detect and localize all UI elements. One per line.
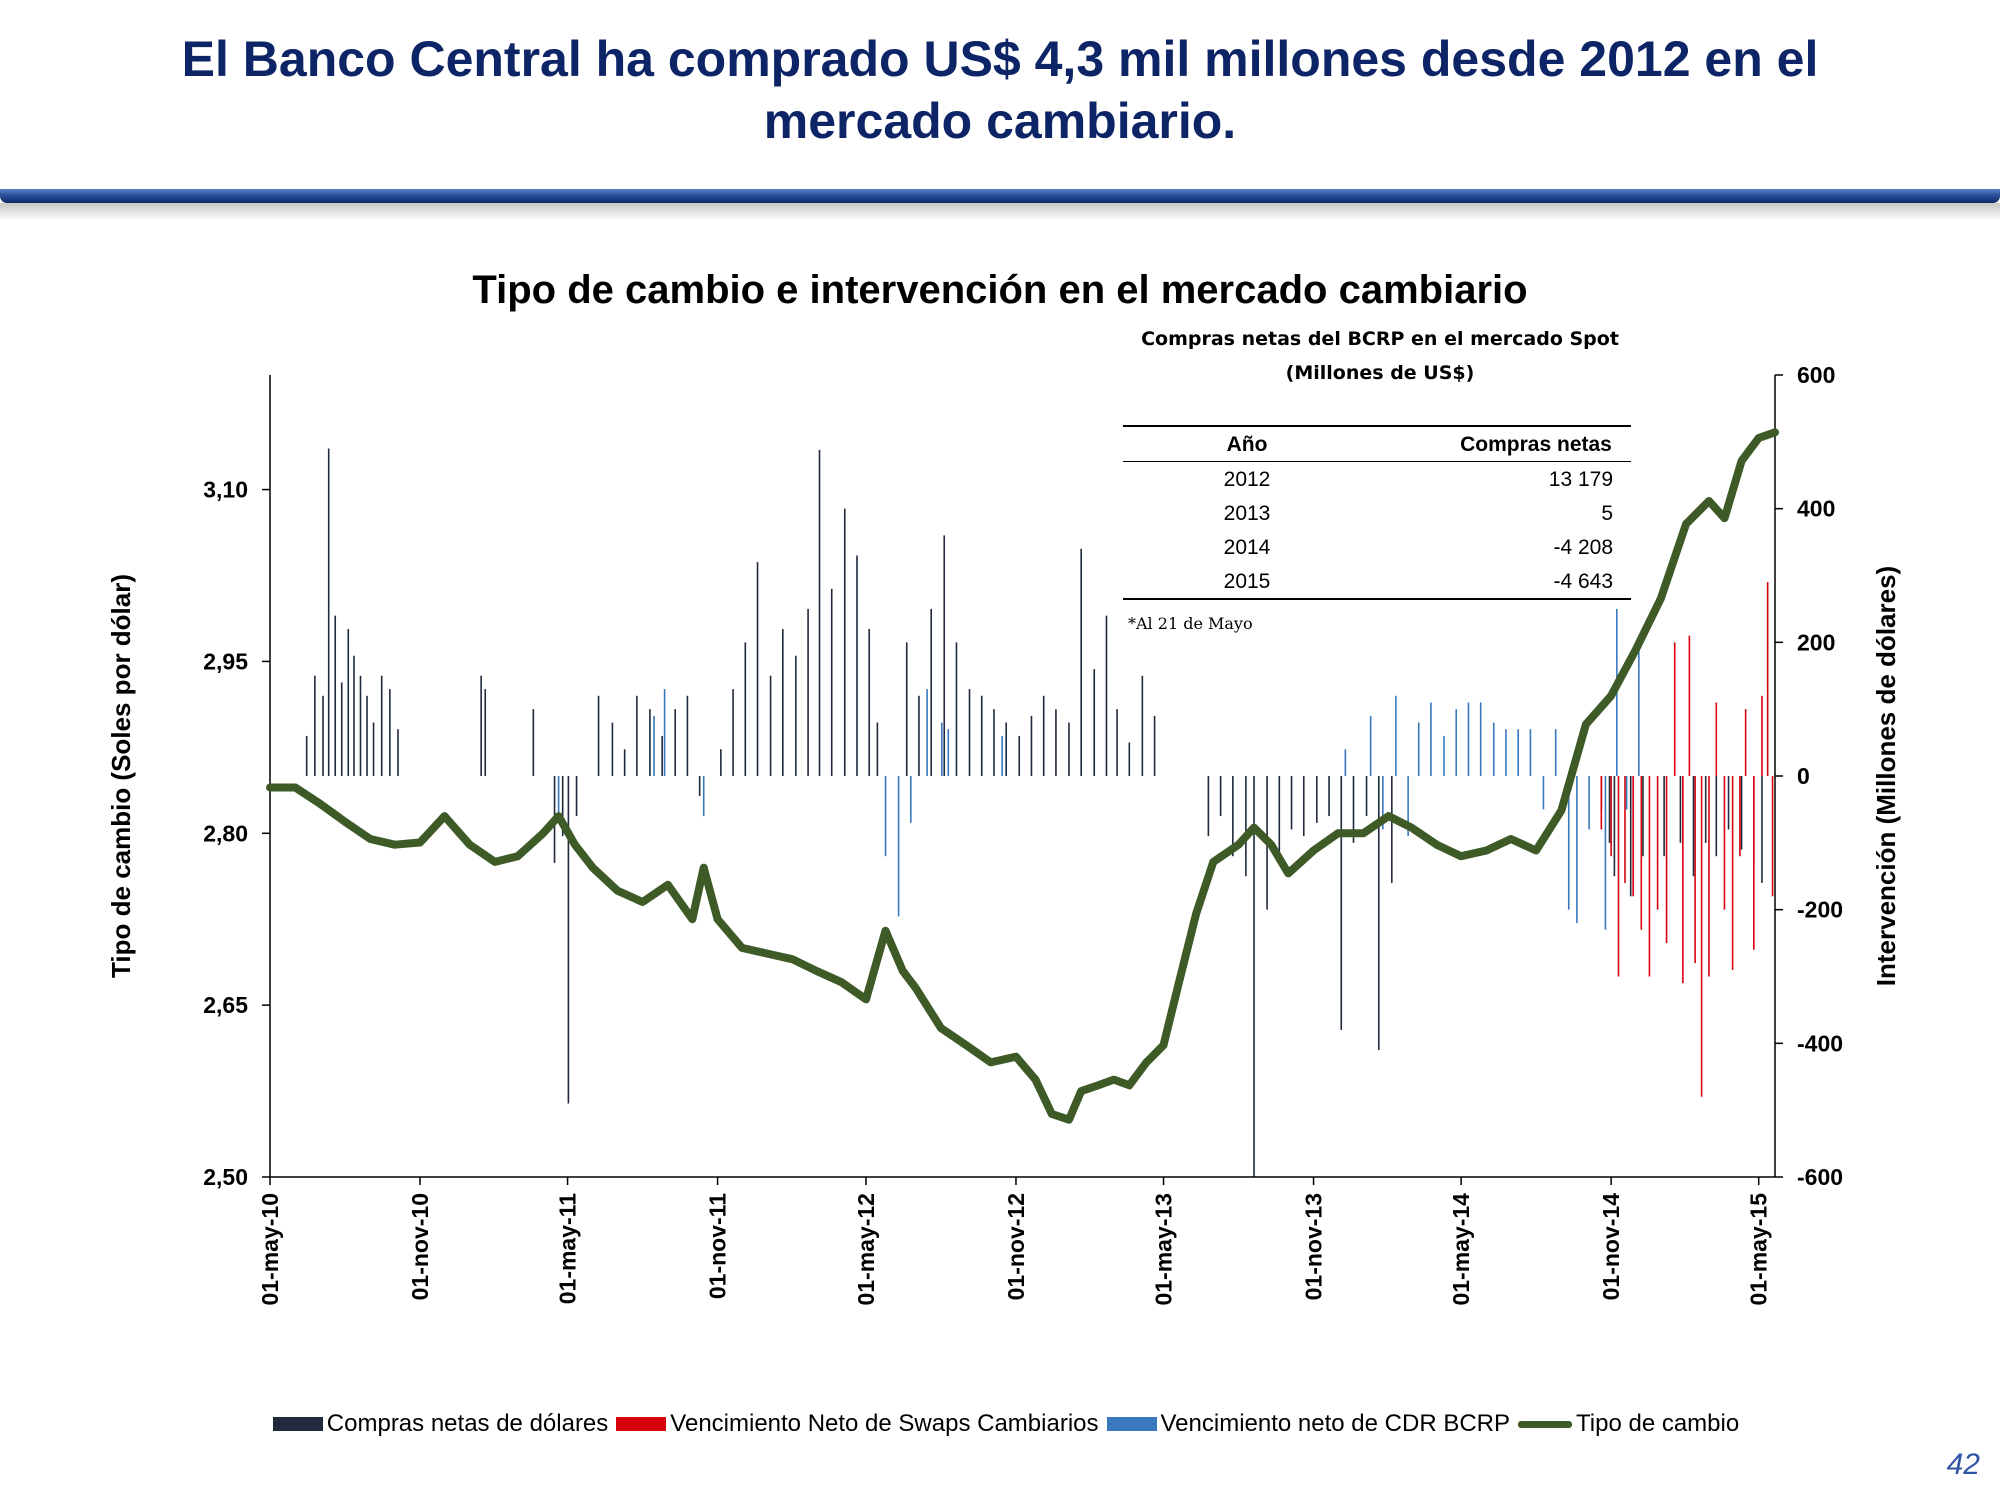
legend-swatch-swaps [616, 1417, 667, 1431]
inset-cell-year: 2013 [1223, 502, 1271, 525]
page-number: 42 [1946, 1448, 1980, 1481]
right-tick-label: 400 [1797, 496, 1835, 522]
left-axis-title: Tipo de cambio (Soles por dólar) [106, 574, 136, 978]
exchange-rate-line [266, 428, 1779, 1124]
inset-title-line1: Compras netas del BCRP en el mercado Spo… [1141, 328, 1619, 350]
table-row: 2015 -4 643 [1123, 564, 1631, 599]
right-tick-label: 600 [1797, 362, 1835, 388]
slide-title-line2: mercado cambiario. [763, 93, 1237, 149]
legend-item-swaps: Vencimiento Neto de Swaps Cambiarios [616, 1410, 1099, 1438]
legend-swatch-compras [272, 1417, 323, 1431]
inset-cell-year: 2012 [1223, 468, 1271, 491]
x-tick-label: 01-nov-12 [1003, 1193, 1029, 1300]
legend-swatch-cdr [1106, 1417, 1157, 1431]
left-tick-label: 2,80 [203, 820, 248, 846]
legend-label-cdr: Vencimiento neto de CDR BCRP [1160, 1410, 1511, 1437]
x-tick-label: 01-nov-10 [407, 1193, 433, 1300]
title-rule-shadow [0, 203, 2000, 221]
inset-cell-value: -4 208 [1553, 536, 1613, 559]
inset-cell-year: 2015 [1223, 570, 1271, 593]
right-tick-label: 0 [1797, 763, 1810, 789]
x-tick-label: 01-nov-11 [705, 1193, 731, 1299]
x-tick-label: 01-nov-13 [1301, 1193, 1327, 1300]
x-tick-label: 01-may-12 [853, 1193, 879, 1306]
right-axis-title: Intervención (Millones de dólares) [1871, 566, 1901, 986]
left-tick-label: 2,50 [203, 1164, 248, 1190]
x-tick-label: 01-may-15 [1746, 1193, 1772, 1306]
right-tick-label: -400 [1797, 1030, 1843, 1056]
x-tick-label: 01-may-13 [1151, 1193, 1177, 1306]
x-tick-label: 01-may-11 [555, 1193, 581, 1304]
chart-title: Tipo de cambio e intervención en el merc… [472, 268, 1528, 312]
intervention-bars [305, 448, 1774, 1177]
legend-item-tipo-cambio: Tipo de cambio [1518, 1410, 1739, 1438]
inset-cell-year: 2014 [1223, 536, 1271, 559]
chart-axes [262, 374, 1783, 1185]
x-tick-label: 01-may-10 [257, 1193, 283, 1306]
title-rule [0, 189, 2000, 203]
right-tick-label: -600 [1797, 1164, 1843, 1190]
inset-title-line2: (Millones de US$) [1285, 362, 1475, 384]
inset-note: *Al 21 de Mayo [1128, 614, 1253, 633]
legend-label-compras: Compras netas de dólares [326, 1410, 609, 1437]
inset-header-value: Compras netas [1437, 426, 1631, 462]
left-tick-label: 2,65 [203, 992, 248, 1018]
inset-cell-value: 5 [1601, 502, 1613, 525]
legend-item-cdr: Vencimiento neto de CDR BCRP [1106, 1410, 1511, 1438]
x-tick-label: 01-nov-14 [1598, 1193, 1624, 1301]
right-tick-label: 200 [1797, 629, 1835, 655]
left-tick-label: 3,10 [203, 477, 248, 503]
inset-header-year: Año [1123, 426, 1437, 462]
x-tick-label: 01-may-14 [1448, 1193, 1474, 1306]
slide-title: El Banco Central ha comprado US$ 4,3 mil… [40, 28, 1960, 152]
legend-swatch-tipo-cambio [1518, 1420, 1572, 1428]
inset-cell-value: -4 643 [1553, 570, 1613, 593]
tipo-de-cambio-line [266, 428, 1779, 1124]
slide-title-line1: El Banco Central ha comprado US$ 4,3 mil… [181, 31, 1819, 87]
inset-table: Año Compras netas 2012 13 179 2013 5 201… [1123, 425, 1631, 600]
table-row: 2014 -4 208 [1123, 530, 1631, 564]
left-tick-label: 2,95 [203, 648, 248, 674]
table-row: 2013 5 [1123, 496, 1631, 530]
legend-label-tipo-cambio: Tipo de cambio [1576, 1410, 1740, 1437]
inset-cell-value: 13 179 [1548, 468, 1613, 491]
axis-labels: 2,50 2,65 2,80 2,95 3,10 -600 -400 -200 0 200 400 6… [106, 362, 1901, 1306]
chart-legend: Compras netas de dólares Vencimiento Net… [180, 1410, 1840, 1438]
right-tick-label: -200 [1797, 897, 1843, 923]
inset-table-header-row: Año Compras netas [1123, 426, 1631, 462]
table-row: 2012 13 179 [1123, 462, 1631, 497]
legend-item-compras: Compras netas de dólares [272, 1410, 609, 1438]
legend-label-swaps: Vencimiento Neto de Swaps Cambiarios [670, 1410, 1099, 1437]
